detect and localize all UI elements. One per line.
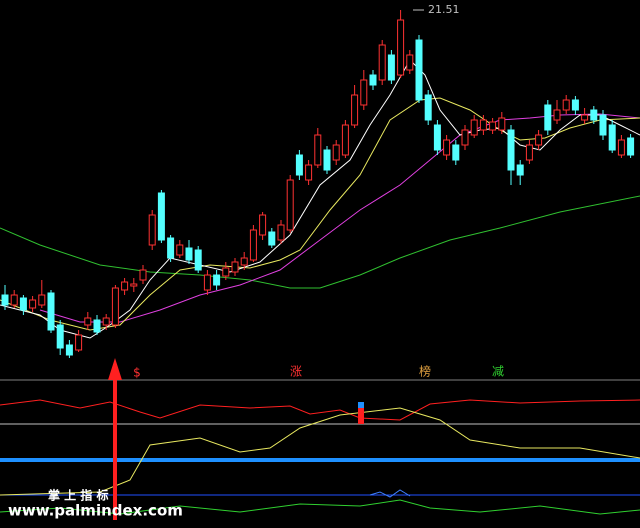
candle-body <box>268 231 276 246</box>
candle-body <box>498 117 506 131</box>
candle-body <box>590 109 598 121</box>
ma-magenta <box>39 113 640 323</box>
candle-body <box>277 224 285 241</box>
candle-body <box>553 109 561 121</box>
candle-body <box>314 134 322 166</box>
candle-body <box>305 164 313 181</box>
candle-body <box>56 324 64 349</box>
candle-body <box>38 294 46 306</box>
candle-body <box>75 334 83 351</box>
signal: 榜 <box>419 364 431 379</box>
candle-body <box>139 269 147 281</box>
candle-body <box>387 54 395 81</box>
candle-body <box>240 257 248 266</box>
candle-body <box>406 54 414 71</box>
candle-body <box>525 144 533 161</box>
candle-body <box>185 247 193 261</box>
indicator-yellow <box>0 407 640 496</box>
candle-body <box>176 244 184 256</box>
candle-body <box>19 297 27 311</box>
indicator-green <box>0 499 640 515</box>
candle-body <box>157 192 165 241</box>
candle-body <box>617 139 625 156</box>
candle-body <box>627 137 635 156</box>
indicator-red <box>0 399 640 421</box>
signal: 涨 <box>290 364 302 379</box>
candle-body <box>249 229 257 261</box>
candle-body <box>571 99 579 111</box>
candle-body <box>397 19 405 76</box>
candle-body <box>516 164 524 176</box>
candle-body <box>121 281 129 291</box>
candle-body <box>332 144 340 161</box>
ma-yellow <box>0 97 640 331</box>
candle-body <box>433 124 441 151</box>
candle-body <box>167 237 175 259</box>
candle-body <box>369 74 377 86</box>
ma-white <box>0 59 640 339</box>
signal-block <box>358 402 364 408</box>
candle-body <box>203 274 211 291</box>
candle-body <box>295 154 303 176</box>
candle-body <box>489 121 497 131</box>
ma-green <box>0 195 640 289</box>
candle-body <box>259 214 267 236</box>
candle-body <box>84 317 92 326</box>
candle-body <box>194 249 202 271</box>
candle-body <box>378 44 386 81</box>
candle-body <box>544 104 552 131</box>
candle-body <box>535 134 543 146</box>
candle-body <box>29 299 37 309</box>
candle-body <box>452 144 460 161</box>
candle-body <box>65 344 73 356</box>
candle-body <box>351 94 359 126</box>
candle-body <box>415 39 423 101</box>
candle-body <box>599 114 607 136</box>
candle-body <box>470 119 478 136</box>
candle-body <box>341 124 349 156</box>
candle-body <box>562 99 570 111</box>
candle-body <box>360 79 368 106</box>
candle-body <box>581 114 589 121</box>
candle-body <box>443 139 451 156</box>
candle-body <box>608 124 616 151</box>
buy-arrow <box>108 358 122 520</box>
candle-body <box>323 149 331 171</box>
candle-body <box>148 214 156 246</box>
signal-block <box>358 408 364 424</box>
signal: $ <box>133 366 141 380</box>
candle-body <box>479 119 487 131</box>
watermark: www.palmindex.com <box>8 502 183 520</box>
indicator-label: 掌 上 指 标 <box>48 488 109 503</box>
candle-body <box>424 94 432 121</box>
candle-body <box>130 283 138 287</box>
candle-body <box>111 287 119 326</box>
candle-body <box>507 129 515 171</box>
high-marker: 21.51 <box>428 3 460 16</box>
indicator-blue <box>369 489 411 498</box>
candle-body <box>102 317 110 326</box>
candle-body <box>231 261 239 273</box>
candle-body <box>93 319 101 333</box>
candle-body <box>461 129 469 146</box>
candle-body <box>286 179 294 231</box>
signal: 减 <box>492 365 504 379</box>
candle-body <box>47 292 55 331</box>
candle-body <box>1 294 9 306</box>
candle-body <box>10 294 18 306</box>
candle-body <box>222 267 230 277</box>
candle-body <box>213 274 221 286</box>
